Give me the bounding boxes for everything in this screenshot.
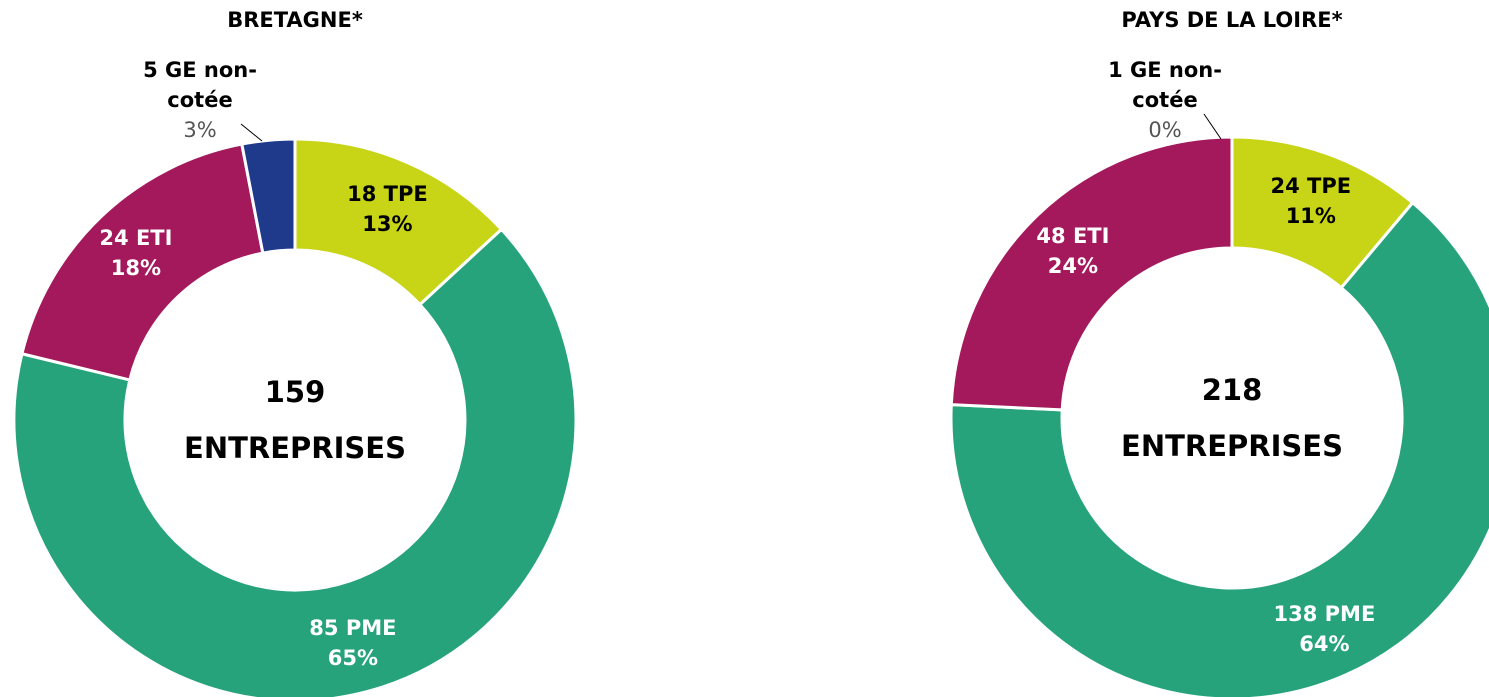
center-text: ENTREPRISES [1121,429,1343,463]
donut-slice [949,135,1234,412]
donut-slice [12,227,578,697]
slice-label: 18 TPE 13% [317,179,457,239]
chart-title: BRETAGNE* [227,8,363,32]
slice-label: 85 PME 65% [283,613,423,673]
center-text: ENTREPRISES [184,431,406,465]
center-label: 159 ENTREPRISES [145,364,445,476]
slice-label: 1 GE non-cotée 0% [1095,55,1235,145]
category-label: 24 TPE [1270,174,1352,199]
percent-label: 0% [1148,118,1182,142]
percent-label: 18% [110,256,162,281]
slice-label: 138 PME 64% [1254,599,1394,659]
chart-title: PAYS DE LA LOIRE* [1121,8,1343,32]
category-label: 1 GE non-cotée [1108,58,1222,112]
category-label: 85 PME [309,616,397,641]
category-label: 48 ETI [1036,224,1110,249]
donut-slice [949,200,1489,697]
category-label: 5 GE non-cotée [143,58,257,112]
slice-label: 24 TPE 11% [1241,171,1381,231]
leader-line [240,123,263,142]
donut-slice [20,142,265,382]
category-label: 138 PME [1273,602,1376,627]
center-value: 218 [1201,373,1263,407]
category-label: 18 TPE [347,181,428,206]
percent-label: 3% [183,118,217,142]
center-label: 218 ENTREPRISES [1082,362,1382,474]
slice-label: 48 ETI 24% [1003,221,1143,281]
slice-label: 24 ETI 18% [66,223,206,283]
category-label: 24 ETI [99,226,173,251]
slice-label: 5 GE non-cotée 3% [130,55,270,145]
center-value: 159 [264,375,326,409]
percent-label: 64% [1299,632,1350,657]
donut-slice [240,137,297,255]
percent-label: 11% [1285,204,1336,229]
percent-label: 24% [1047,254,1099,279]
leader-line [1203,113,1222,140]
percent-label: 13% [362,211,413,236]
percent-label: 65% [327,646,378,671]
